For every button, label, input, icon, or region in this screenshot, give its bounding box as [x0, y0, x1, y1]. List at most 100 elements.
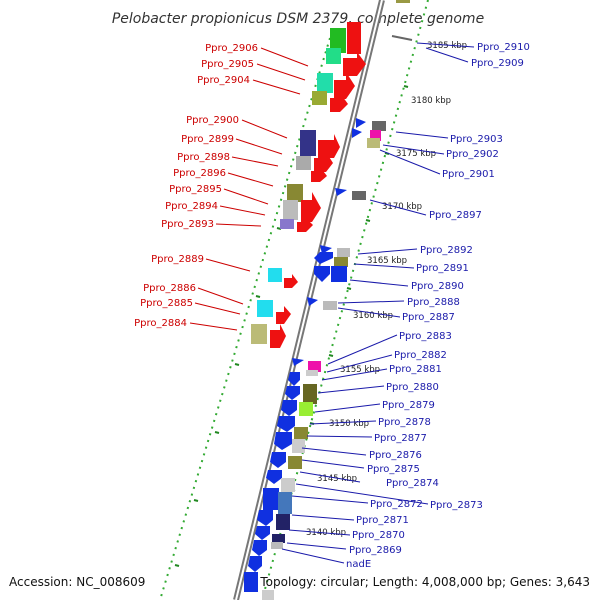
gene-arrow [314, 152, 333, 172]
gene-block [268, 268, 282, 282]
gene-arrow [330, 93, 348, 112]
forward-strand-genes [251, 22, 366, 348]
gene-block [370, 130, 381, 141]
gene-label[interactable]: Ppro_2873 [430, 500, 483, 511]
gene-block [317, 73, 333, 93]
gene-label[interactable]: Ppro_2878 [378, 417, 431, 428]
gene-arrow [320, 245, 332, 254]
gene-label[interactable]: Ppro_2902 [446, 149, 499, 160]
right-gene-labels: Ppro_2910 Ppro_2909 Ppro_2903 Ppro_2902 … [346, 42, 530, 570]
gene-label[interactable]: Ppro_2909 [471, 58, 524, 69]
gene-label[interactable]: Ppro_2887 [402, 312, 455, 323]
gene-arrow [297, 218, 313, 232]
gene-label[interactable]: Ppro_2882 [394, 350, 447, 361]
gene-block [372, 121, 386, 131]
gene-block [331, 266, 347, 282]
gene-block [272, 534, 285, 543]
gene-label[interactable]: Ppro_2900 [186, 115, 239, 126]
gene-arrow [270, 452, 286, 468]
gene-block [303, 384, 317, 404]
gene-label[interactable]: Ppro_2898 [177, 152, 230, 163]
gene-label[interactable]: Ppro_2899 [181, 134, 234, 145]
gene-arrow [352, 128, 362, 138]
gene-arrow [288, 372, 300, 386]
gene-label[interactable]: Ppro_2872 [370, 499, 423, 510]
gene-label[interactable]: Ppro_2871 [356, 515, 409, 526]
gene-label[interactable]: Ppro_2894 [165, 201, 218, 212]
gene-label[interactable]: Ppro_2910 [477, 42, 530, 53]
gene-label[interactable]: Ppro_2875 [367, 464, 420, 475]
gene-block [326, 48, 341, 64]
gene-label[interactable]: Ppro_2879 [382, 400, 435, 411]
gene-arrow [301, 192, 321, 222]
gene-label[interactable]: Ppro_2905 [201, 59, 254, 70]
gene-label[interactable]: Ppro_2903 [450, 134, 503, 145]
gene-label[interactable]: Ppro_2885 [140, 298, 193, 309]
gene-arrow [314, 266, 330, 282]
gene-arrow [335, 188, 347, 196]
gene-arrow [314, 252, 333, 264]
gene-label[interactable]: Ppro_2897 [429, 210, 482, 221]
gene-arrow [266, 470, 282, 484]
gene-label[interactable]: Ppro_2891 [416, 263, 469, 274]
kbp-tick-label: 3165 kbp [367, 256, 407, 266]
right-leader-lines [281, 42, 475, 564]
gene-label[interactable]: Ppro_2869 [349, 545, 402, 556]
gene-label[interactable]: Ppro_2874 [386, 478, 439, 489]
gene-arrow [252, 540, 267, 556]
reverse-strand-genes [244, 0, 410, 600]
gene-block [334, 257, 348, 267]
kbp-tick-label: 3145 kbp [317, 474, 357, 484]
gene-block [280, 219, 294, 229]
gene-arrow [347, 22, 361, 54]
gene-label[interactable]: Ppro_2893 [161, 219, 214, 230]
gene-block [244, 572, 258, 592]
gene-label[interactable]: Ppro_2896 [173, 168, 226, 179]
gene-block [278, 492, 292, 514]
gene-arrow [284, 274, 298, 288]
gene-arrow [292, 358, 304, 366]
gene-block [276, 514, 290, 530]
gene-label[interactable]: Ppro_2880 [386, 382, 439, 393]
gene-label[interactable]: Ppro_2870 [352, 530, 405, 541]
gene-label[interactable]: nadE [346, 559, 371, 570]
gene-arrow [281, 400, 297, 416]
gene-label[interactable]: Ppro_2881 [389, 364, 442, 375]
gene-block [283, 200, 298, 220]
gene-block [299, 402, 313, 416]
tick-dot-rings [159, 0, 429, 600]
gene-label[interactable]: Ppro_2892 [420, 245, 473, 256]
gene-label[interactable]: Ppro_2890 [411, 281, 464, 292]
topology-text: Topology: circular; Length: 4,008,000 bp… [259, 575, 590, 589]
gene-arrow [257, 510, 273, 526]
gene-block [337, 248, 350, 257]
gene-label[interactable]: Ppro_2886 [143, 283, 196, 294]
accession-text: Accession: NC_008609 [9, 575, 145, 589]
gene-label[interactable]: Ppro_2888 [407, 297, 460, 308]
gene-arrow [311, 167, 327, 182]
gene-block [288, 456, 302, 469]
kbp-tick-label: 3175 kbp [396, 149, 436, 159]
gene-label[interactable]: Ppro_2904 [197, 75, 250, 86]
gene-arrow [318, 134, 340, 158]
gene-label[interactable]: Ppro_2901 [442, 169, 495, 180]
gene-label[interactable]: Ppro_2876 [369, 450, 422, 461]
kbp-tick-label: 3170 kbp [382, 202, 422, 212]
kbp-tick-label: 3185 kbp [427, 41, 467, 51]
kbp-tick-label: 3160 kbp [353, 311, 393, 321]
gene-block [296, 156, 311, 170]
gene-block [281, 478, 295, 492]
gene-label[interactable]: Ppro_2906 [205, 43, 258, 54]
gene-label[interactable]: Ppro_2895 [169, 184, 222, 195]
gene-label[interactable]: Ppro_2884 [134, 318, 187, 329]
gene-label[interactable]: Ppro_2877 [374, 433, 427, 444]
gene-block [300, 130, 316, 156]
gene-block [263, 488, 279, 510]
gene-label[interactable]: Ppro_2883 [399, 331, 452, 342]
gene-label[interactable]: Ppro_2889 [151, 254, 204, 265]
gene-arrow [276, 306, 291, 324]
gene-block [323, 301, 337, 310]
gene-block [308, 361, 321, 372]
